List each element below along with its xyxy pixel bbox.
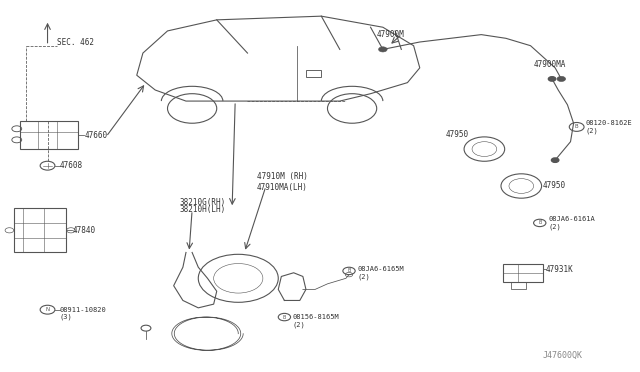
Text: 47931K: 47931K (546, 264, 573, 273)
Circle shape (548, 77, 556, 81)
Text: B: B (575, 124, 579, 129)
Circle shape (378, 47, 387, 52)
Bar (20, 121, 78, 149)
Text: 47660: 47660 (84, 131, 108, 140)
Text: 47840: 47840 (72, 226, 95, 235)
Text: 47950: 47950 (446, 130, 469, 139)
Text: J47600QK: J47600QK (543, 350, 583, 359)
Text: 08911-10820
(3): 08911-10820 (3) (60, 307, 107, 320)
Text: 47608: 47608 (60, 161, 83, 170)
Circle shape (557, 76, 566, 81)
Text: B: B (283, 315, 286, 320)
Text: 47910M (RH): 47910M (RH) (257, 172, 308, 181)
Text: 38210H(LH): 38210H(LH) (180, 205, 226, 215)
Text: N: N (45, 307, 49, 312)
Text: 47900MA: 47900MA (534, 60, 566, 69)
Text: 47910MA(LH): 47910MA(LH) (257, 183, 308, 192)
Text: 08120-8162E
(2): 08120-8162E (2) (586, 120, 633, 134)
Text: 47900M: 47900M (377, 30, 404, 39)
Text: 08156-8165M
(2): 08156-8165M (2) (292, 314, 339, 327)
Text: B: B (538, 221, 541, 225)
Bar (13, 208, 66, 253)
Text: B: B (348, 269, 351, 273)
Circle shape (552, 158, 559, 162)
Bar (511, 282, 526, 289)
Text: 38210G(RH): 38210G(RH) (180, 198, 226, 207)
Bar (503, 263, 543, 282)
Text: 08JA6-6161A
(2): 08JA6-6161A (2) (549, 216, 596, 230)
Text: SEC. 462: SEC. 462 (57, 38, 94, 46)
Text: 47950: 47950 (543, 182, 566, 190)
Bar (306, 70, 321, 77)
Text: 08JA6-6165M
(2): 08JA6-6165M (2) (357, 266, 404, 279)
